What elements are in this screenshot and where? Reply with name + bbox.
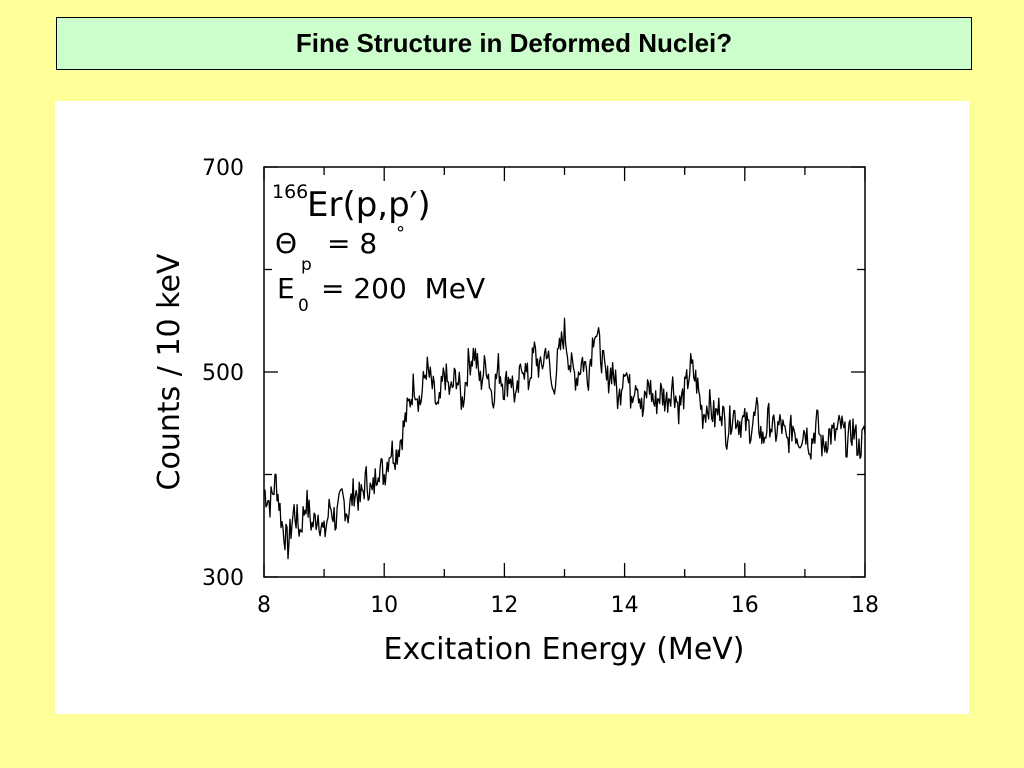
x-tick-label: 10 bbox=[370, 593, 398, 618]
reaction-annotation: 166 Er(p,p′) Θ p = 8 ° E 0 = 200 MeV bbox=[272, 181, 485, 316]
theta-subscript: p bbox=[301, 255, 312, 275]
spectrum-chart: 8 10 12 14 16 18 300 500 700 Excitation Energy (… bbox=[152, 156, 879, 667]
x-tick-label: 16 bbox=[731, 593, 759, 618]
y-axis-label: Counts / 10 keV bbox=[152, 253, 187, 490]
theta-symbol: Θ bbox=[275, 227, 297, 260]
x-tick-label: 14 bbox=[611, 593, 639, 618]
energy-subscript: 0 bbox=[298, 296, 309, 316]
chart-panel: 8 10 12 14 16 18 300 500 700 Excitation Energy (… bbox=[55, 101, 969, 714]
energy-value: = 200 MeV bbox=[321, 272, 485, 305]
x-tick-label: 12 bbox=[490, 593, 518, 618]
degree-symbol: ° bbox=[396, 223, 405, 244]
spectrum-trace bbox=[263, 317, 866, 560]
axis-tick-labels: 8 10 12 14 16 18 300 500 700 bbox=[202, 156, 879, 618]
y-tick-label: 700 bbox=[202, 156, 244, 181]
mass-number: 166 bbox=[272, 181, 308, 203]
y-tick-label: 300 bbox=[202, 566, 244, 591]
reaction-label: Er(p,p′) bbox=[307, 185, 431, 225]
axis-ticks bbox=[263, 166, 866, 578]
theta-value: = 8 bbox=[327, 227, 377, 260]
x-tick-label: 8 bbox=[257, 593, 271, 618]
x-axis-label: Excitation Energy (MeV) bbox=[384, 632, 745, 667]
energy-symbol: E bbox=[277, 272, 295, 305]
y-tick-label: 500 bbox=[202, 361, 244, 386]
x-tick-label: 18 bbox=[851, 593, 879, 618]
slide-title: Fine Structure in Deformed Nuclei? bbox=[56, 17, 972, 70]
